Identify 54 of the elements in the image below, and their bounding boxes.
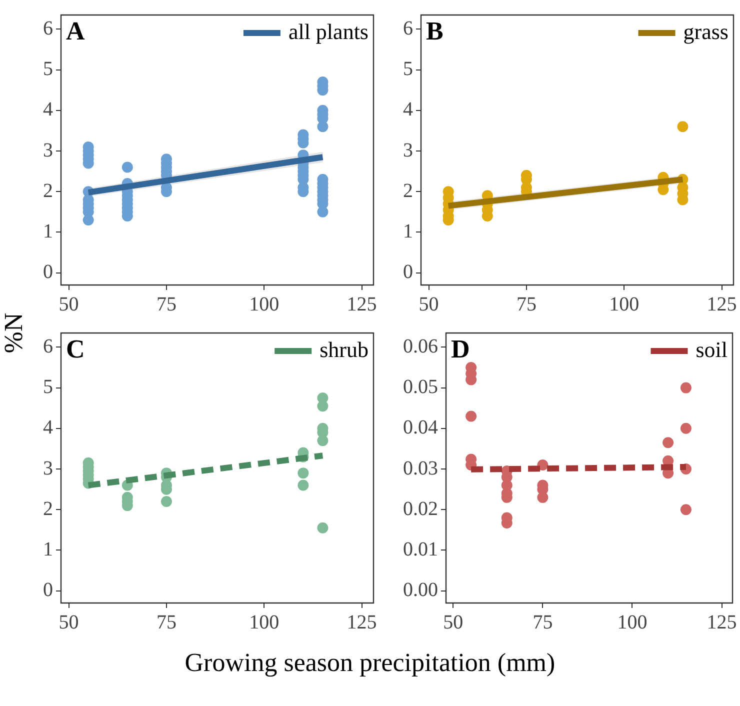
annotation: A (66, 16, 85, 46)
x-tick-label: 100 (617, 611, 648, 634)
y-tick-label: 0.02 (403, 498, 438, 520)
x-tick-label: 75 (156, 293, 176, 316)
y-tick-label: 2 (43, 180, 53, 202)
y-tick-label: 3 (403, 139, 413, 162)
y-tick-label: 6 (43, 335, 53, 358)
x-tick-label: 100 (609, 293, 640, 316)
annotation: C (66, 334, 85, 364)
y-tick-label: 6 (43, 17, 53, 40)
y-tick-label: 3 (43, 139, 53, 162)
y-tick-label: 0.01 (403, 538, 438, 560)
y-tick-label: 5 (403, 58, 413, 80)
x-tick-label: 125 (346, 611, 377, 634)
x-tick-label: 50 (418, 293, 439, 316)
y-tick-label: 4 (43, 416, 53, 439)
y-tick-label: 1 (43, 220, 53, 242)
y-tick-label: 5 (43, 58, 53, 80)
y-tick-label: 2 (43, 498, 53, 520)
y-tick-label: 2 (403, 180, 413, 202)
x-tick-label: 75 (156, 611, 176, 634)
x-tick-label: 75 (532, 611, 553, 634)
y-tick-label: 0 (43, 261, 53, 284)
y-tick-label: 4 (43, 98, 53, 121)
x-tick-label: 100 (249, 611, 280, 634)
legend-label: soil (696, 336, 728, 362)
x-tick-label: 75 (516, 293, 536, 316)
y-tick-label: 0.06 (403, 335, 438, 358)
legend-label: shrub (320, 336, 368, 362)
y-tick-label: 3 (43, 457, 53, 480)
y-tick-label: 0.00 (403, 579, 438, 602)
x-axis-title: Growing season precipitation (mm) (184, 648, 556, 678)
y-axis-title: %N (0, 312, 30, 354)
y-tick-label: 4 (403, 98, 413, 121)
legend-label: grass (683, 18, 728, 44)
legend-label: all plants (288, 18, 368, 44)
y-tick-label: 0.05 (403, 376, 438, 398)
y-tick-label: 5 (43, 376, 53, 398)
x-tick-label: 125 (706, 293, 737, 316)
x-tick-label: 50 (443, 611, 464, 634)
y-tick-label: 1 (403, 220, 413, 242)
y-tick-label: 0.03 (403, 457, 438, 480)
y-tick-label: 0 (43, 579, 53, 602)
y-tick-label: 0 (403, 261, 413, 284)
x-tick-label: 125 (706, 611, 737, 634)
y-tick-label: 0.04 (403, 416, 438, 439)
x-tick-label: 100 (249, 293, 280, 316)
x-tick-label: 125 (346, 293, 377, 316)
y-tick-label: 1 (43, 538, 53, 560)
x-tick-label: 50 (58, 611, 79, 634)
y-tick-label: 6 (403, 17, 413, 40)
annotation: B (426, 16, 444, 46)
annotation: D (451, 334, 470, 364)
x-tick-label: 50 (58, 293, 79, 316)
